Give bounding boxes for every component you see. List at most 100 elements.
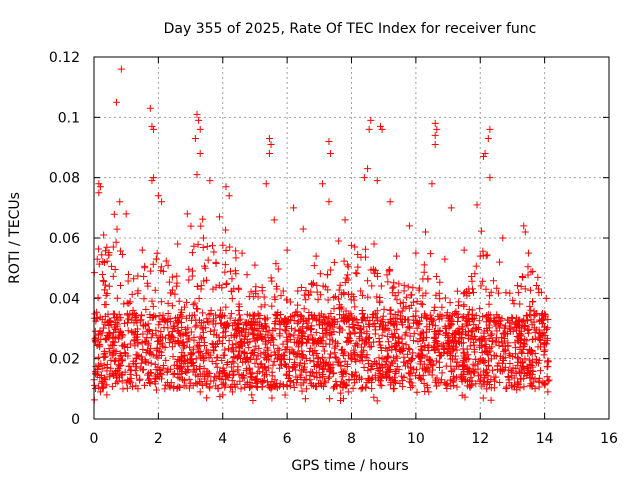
data-point	[235, 307, 243, 315]
data-point	[431, 303, 439, 311]
data-point	[460, 348, 468, 356]
data-point	[429, 317, 437, 325]
data-point	[375, 376, 383, 384]
data-point	[207, 327, 215, 335]
data-point	[461, 354, 469, 362]
data-point	[111, 323, 119, 331]
data-point	[520, 342, 528, 350]
data-point	[385, 374, 393, 382]
data-point	[195, 116, 203, 124]
data-point	[375, 360, 383, 368]
data-point	[116, 247, 124, 255]
data-point	[532, 281, 540, 289]
data-point	[524, 317, 532, 325]
data-point	[262, 327, 270, 335]
data-point	[383, 271, 391, 279]
data-point	[431, 119, 439, 127]
data-point	[361, 245, 369, 253]
data-point	[123, 299, 131, 307]
data-point	[149, 330, 157, 338]
data-point	[331, 353, 339, 361]
data-point	[387, 379, 395, 387]
data-point	[298, 328, 306, 336]
data-point	[341, 279, 349, 287]
data-point	[283, 296, 291, 304]
data-point	[274, 344, 282, 352]
data-point	[299, 351, 307, 359]
data-point	[436, 328, 444, 336]
data-point	[271, 376, 279, 384]
data-point	[536, 367, 544, 375]
data-point	[506, 352, 514, 360]
data-point	[249, 311, 257, 319]
data-point	[453, 339, 461, 347]
chart-title: Day 355 of 2025, Rate Of TEC Index for r…	[164, 21, 537, 37]
data-point	[430, 344, 438, 352]
data-point	[160, 361, 168, 369]
data-point	[492, 334, 500, 342]
data-point	[281, 391, 289, 399]
data-point	[137, 359, 145, 367]
data-point	[378, 125, 386, 133]
data-point	[486, 292, 494, 300]
data-point	[180, 352, 188, 360]
data-point	[366, 334, 374, 342]
data-point	[156, 366, 164, 374]
data-point	[111, 334, 119, 342]
data-point	[196, 353, 204, 361]
data-point	[176, 374, 184, 382]
data-point	[430, 307, 438, 315]
data-point	[132, 363, 140, 371]
data-point	[132, 328, 140, 336]
data-point	[438, 376, 446, 384]
data-point	[270, 358, 278, 366]
data-point	[524, 366, 532, 374]
data-point	[396, 380, 404, 388]
data-point	[165, 338, 173, 346]
data-point	[152, 326, 160, 334]
data-point	[204, 318, 212, 326]
data-point	[368, 385, 376, 393]
data-point	[165, 278, 173, 286]
data-point	[365, 335, 373, 343]
data-point	[131, 342, 139, 350]
data-point	[227, 332, 235, 340]
data-point	[283, 338, 291, 346]
data-point	[93, 341, 101, 349]
data-point	[189, 345, 197, 353]
data-point	[486, 316, 494, 324]
data-point	[379, 316, 387, 324]
data-point	[302, 287, 310, 295]
data-point	[205, 311, 213, 319]
data-point	[364, 277, 372, 285]
data-point	[534, 273, 542, 281]
data-point	[236, 311, 243, 319]
data-point	[99, 258, 107, 266]
data-point	[487, 396, 495, 404]
data-point	[444, 314, 452, 322]
data-point	[297, 316, 305, 324]
data-point	[116, 198, 124, 206]
data-point	[373, 177, 381, 185]
data-point	[162, 317, 170, 325]
data-point	[459, 362, 467, 370]
data-point	[240, 349, 248, 357]
data-point	[393, 354, 401, 362]
data-point	[195, 295, 203, 303]
data-point	[370, 393, 378, 401]
data-point	[164, 324, 172, 332]
data-point	[257, 350, 265, 358]
data-point	[390, 283, 398, 291]
data-point	[426, 368, 434, 376]
y-tick-label: 0.1	[58, 110, 80, 126]
data-point	[427, 250, 435, 258]
data-point	[404, 283, 412, 291]
data-point	[405, 222, 413, 230]
data-point	[405, 323, 413, 331]
data-point	[99, 384, 107, 392]
data-point	[188, 249, 196, 257]
data-point	[98, 251, 106, 259]
data-point	[329, 370, 337, 378]
data-point	[330, 258, 338, 266]
data-point	[335, 323, 343, 331]
